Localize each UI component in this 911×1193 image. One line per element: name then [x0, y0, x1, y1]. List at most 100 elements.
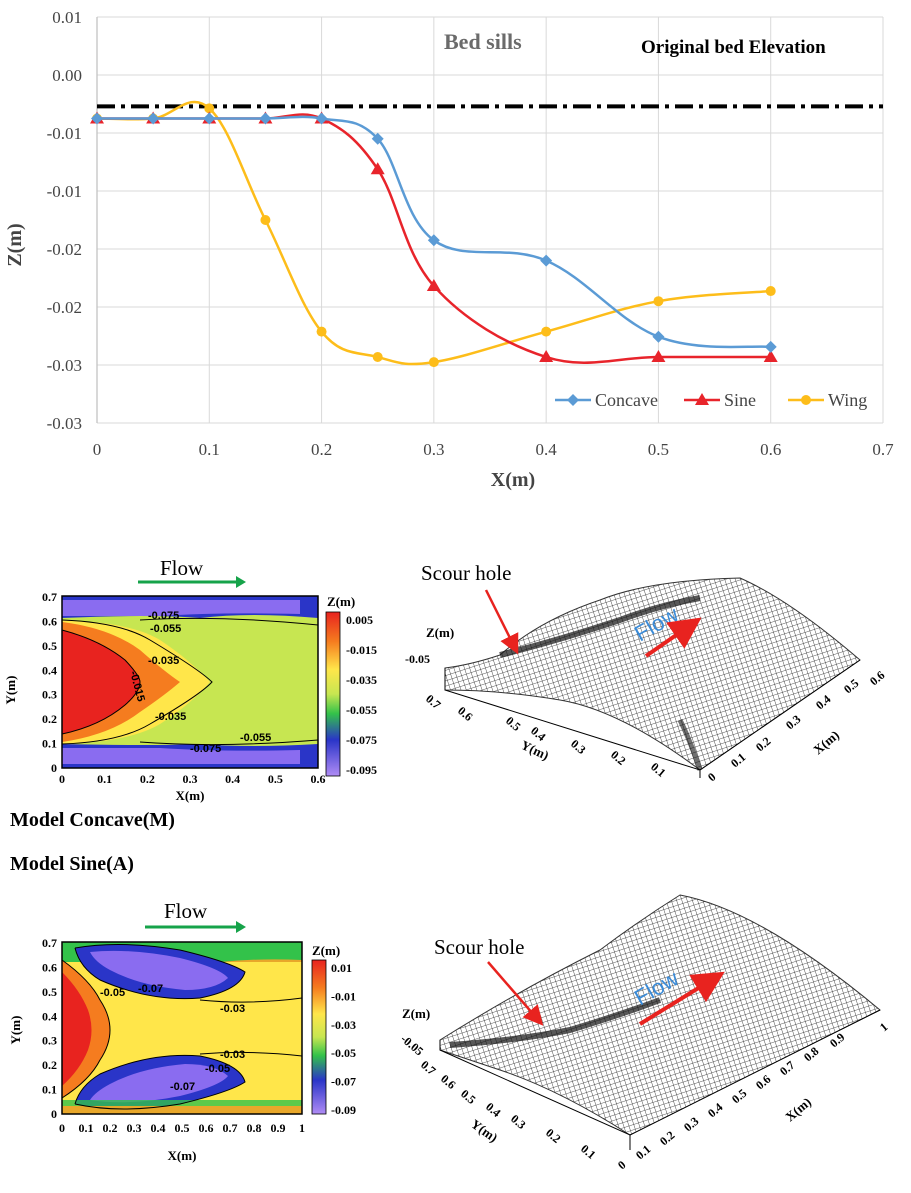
sine-contour-panel: Flow -0.05 -0.07 -0.03 -0.03 -0.05: [8, 899, 356, 1163]
x-tick-label: 0.4: [536, 440, 558, 459]
data-point-wing: [372, 352, 383, 363]
data-point-concave: [540, 254, 553, 267]
svg-text:-0.07: -0.07: [138, 983, 163, 995]
svg-text:-0.035: -0.035: [148, 655, 179, 667]
chart-grid: [96, 16, 884, 424]
concave-3d-zlabel: Z(m): [426, 625, 454, 640]
legend-marker: [801, 395, 811, 405]
tick-label: 0.7: [223, 1121, 238, 1135]
tick-label: 0.6: [311, 772, 326, 786]
y-tick-label: -0.02: [47, 298, 82, 317]
tick-label: 0.4: [225, 772, 240, 786]
x-tick-label: 0.6: [760, 440, 781, 459]
tick-label: 0.3: [127, 1121, 142, 1135]
tick-label: 0.2: [42, 1058, 57, 1072]
y-tick-label: 0.01: [52, 8, 82, 27]
svg-text:-0.055: -0.055: [150, 623, 181, 635]
series-group: [90, 100, 778, 368]
tick-label: 0.4: [42, 663, 57, 677]
y-tick-label: -0.02: [47, 240, 82, 259]
data-point-wing: [541, 326, 552, 337]
tick-label: 0.8: [247, 1121, 262, 1135]
svg-text:0.6: 0.6: [455, 704, 475, 724]
tick-label: 0.5: [42, 639, 57, 653]
svg-text:0.6: 0.6: [867, 668, 887, 688]
data-point-wing: [653, 296, 664, 307]
x-tick-label: 0.2: [311, 440, 332, 459]
tick-label: 0.6: [42, 960, 57, 974]
sine-x-label: X(m): [168, 1148, 197, 1163]
svg-text:0.2: 0.2: [657, 1128, 677, 1148]
x-tick-label: 0.1: [199, 440, 220, 459]
flow-arrow-head: [236, 921, 246, 933]
sine-y-label: Y(m): [8, 1016, 23, 1045]
svg-text:0.3: 0.3: [568, 737, 588, 757]
data-point-concave: [315, 112, 328, 125]
tick-label: 0: [59, 772, 65, 786]
svg-text:0.7: 0.7: [423, 692, 443, 712]
data-point-sine: [426, 278, 441, 291]
svg-text:0.6: 0.6: [438, 1072, 458, 1092]
data-point-concave: [371, 132, 384, 145]
y-tick-label: -0.03: [47, 356, 82, 375]
tick-label: 0.2: [103, 1121, 118, 1135]
colorbar-tick: -0.075: [346, 733, 377, 747]
concave-y-label: Y(m): [3, 676, 18, 705]
data-point-wing: [428, 357, 439, 368]
y-tick-label: -0.03: [47, 414, 82, 433]
chart-legend: Concave Sine Wing: [555, 390, 867, 410]
bed-sills-annotation: Bed sills: [444, 29, 522, 54]
svg-text:-0.055: -0.055: [240, 732, 271, 744]
data-point-concave: [427, 234, 440, 247]
tick-label: 0.5: [175, 1121, 190, 1135]
colorbar-tick: 0.005: [346, 613, 373, 627]
tick-label: 0.1: [42, 1083, 57, 1097]
sine-3d-zlabel: Z(m): [402, 1006, 430, 1021]
data-point-sine: [370, 162, 385, 175]
sine-x-ticks: 0 0.1 0.2 0.3 0.4 0.5 0.6 0.7 0.8 0.9 1: [59, 1121, 305, 1135]
concave-x-ticks: 0 0.1 0.2 0.3 0.4 0.5 0.6: [59, 772, 326, 786]
tick-label: 0.3: [42, 1034, 57, 1048]
series-line-concave: [97, 115, 771, 349]
data-point-wing: [260, 215, 271, 225]
x-axis-label: X(m): [491, 469, 535, 491]
concave-y-ticks: 0.7 0.6 0.5 0.4 0.3 0.2 0.1 0: [42, 590, 57, 775]
tick-label: 0.2: [42, 712, 57, 726]
contour-map-concave: -0.075 -0.055 -0.035 -0.015 -0.035 -0.05…: [61, 595, 319, 769]
line-chart: 0 0.1 0.2 0.3 0.4 0.5 0.6 0.7 0.01 0.00 -0.01 -0.0…: [4, 8, 894, 491]
concave-contour-panel: Flow -0.075 -0.055 -0.035 -0.015 -0.035 …: [3, 556, 377, 803]
x-tick-label: 0: [93, 440, 102, 459]
legend-label: Concave: [595, 390, 658, 410]
data-point-concave: [652, 330, 665, 343]
tick-label: 0: [59, 1121, 65, 1135]
data-point-wing: [765, 286, 776, 297]
colorbar-tick: -0.01: [331, 989, 356, 1003]
caption-concave: Model Concave(M): [10, 809, 175, 831]
sine-colorbar-title: Z(m): [312, 943, 340, 958]
tick-label: 0: [51, 761, 57, 775]
colorbar-tick: -0.07: [331, 1075, 356, 1089]
tick-label: 0.4: [151, 1121, 166, 1135]
data-point-sine: [651, 350, 666, 363]
concave-colorbar: [325, 611, 341, 777]
tick-label: 0.7: [42, 936, 57, 950]
data-point-concave: [259, 112, 272, 125]
svg-text:0.5: 0.5: [841, 676, 861, 696]
colorbar-tick: -0.09: [331, 1103, 356, 1117]
svg-text:-0.075: -0.075: [148, 610, 179, 622]
svg-text:0.1: 0.1: [578, 1142, 598, 1162]
tick-label: 0.3: [183, 772, 198, 786]
svg-text:0: 0: [705, 770, 719, 785]
x-tick-label: 0.7: [872, 440, 894, 459]
svg-text:0.3: 0.3: [508, 1112, 528, 1132]
data-point-concave: [91, 112, 103, 125]
tick-label: 0.5: [42, 985, 57, 999]
legend-label: Wing: [828, 390, 867, 410]
svg-text:0.7: 0.7: [777, 1058, 797, 1078]
svg-text:0.3: 0.3: [681, 1114, 701, 1134]
colorbar-tick: -0.03: [331, 1018, 356, 1032]
data-point-wing: [204, 103, 215, 114]
colorbar-tick: -0.095: [346, 763, 377, 777]
tick-label: 0.1: [97, 772, 112, 786]
